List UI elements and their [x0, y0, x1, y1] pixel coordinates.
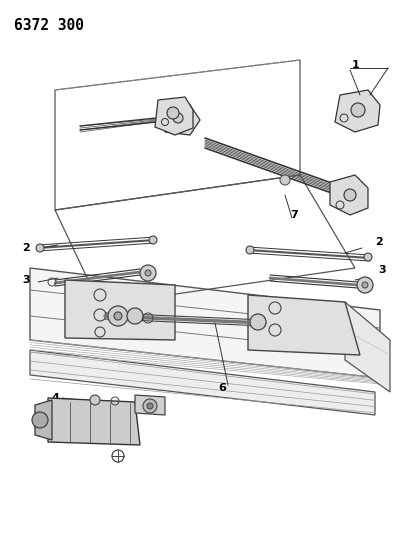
Circle shape [147, 403, 153, 409]
Polygon shape [30, 268, 380, 378]
Circle shape [108, 306, 128, 326]
Text: 3: 3 [22, 275, 30, 285]
Circle shape [246, 246, 254, 254]
Text: 3: 3 [378, 265, 386, 275]
Text: 7: 7 [290, 210, 298, 220]
Circle shape [143, 399, 157, 413]
Circle shape [173, 113, 183, 123]
Circle shape [280, 175, 290, 185]
Text: 6: 6 [218, 383, 226, 393]
Circle shape [250, 314, 266, 330]
Polygon shape [330, 175, 368, 215]
Polygon shape [165, 105, 200, 135]
Circle shape [114, 312, 122, 320]
Text: 6372 300: 6372 300 [14, 18, 84, 33]
Polygon shape [155, 97, 193, 135]
Circle shape [127, 308, 143, 324]
Circle shape [90, 395, 100, 405]
Polygon shape [248, 295, 360, 355]
Text: 2: 2 [375, 237, 383, 247]
Polygon shape [335, 90, 380, 132]
Text: 1: 1 [352, 60, 360, 70]
Text: 4: 4 [52, 393, 60, 403]
Circle shape [145, 270, 151, 276]
Circle shape [344, 189, 356, 201]
Circle shape [149, 236, 157, 244]
Polygon shape [35, 400, 52, 440]
Circle shape [36, 244, 44, 252]
Circle shape [362, 282, 368, 288]
Polygon shape [48, 398, 140, 445]
Text: 2: 2 [22, 243, 30, 253]
Circle shape [351, 103, 365, 117]
Polygon shape [345, 302, 390, 392]
Polygon shape [65, 280, 175, 340]
Circle shape [364, 253, 372, 261]
Circle shape [140, 265, 156, 281]
Polygon shape [30, 350, 375, 415]
Circle shape [167, 107, 179, 119]
Text: 5: 5 [33, 425, 41, 435]
Polygon shape [135, 395, 165, 415]
Circle shape [32, 412, 48, 428]
Circle shape [357, 277, 373, 293]
